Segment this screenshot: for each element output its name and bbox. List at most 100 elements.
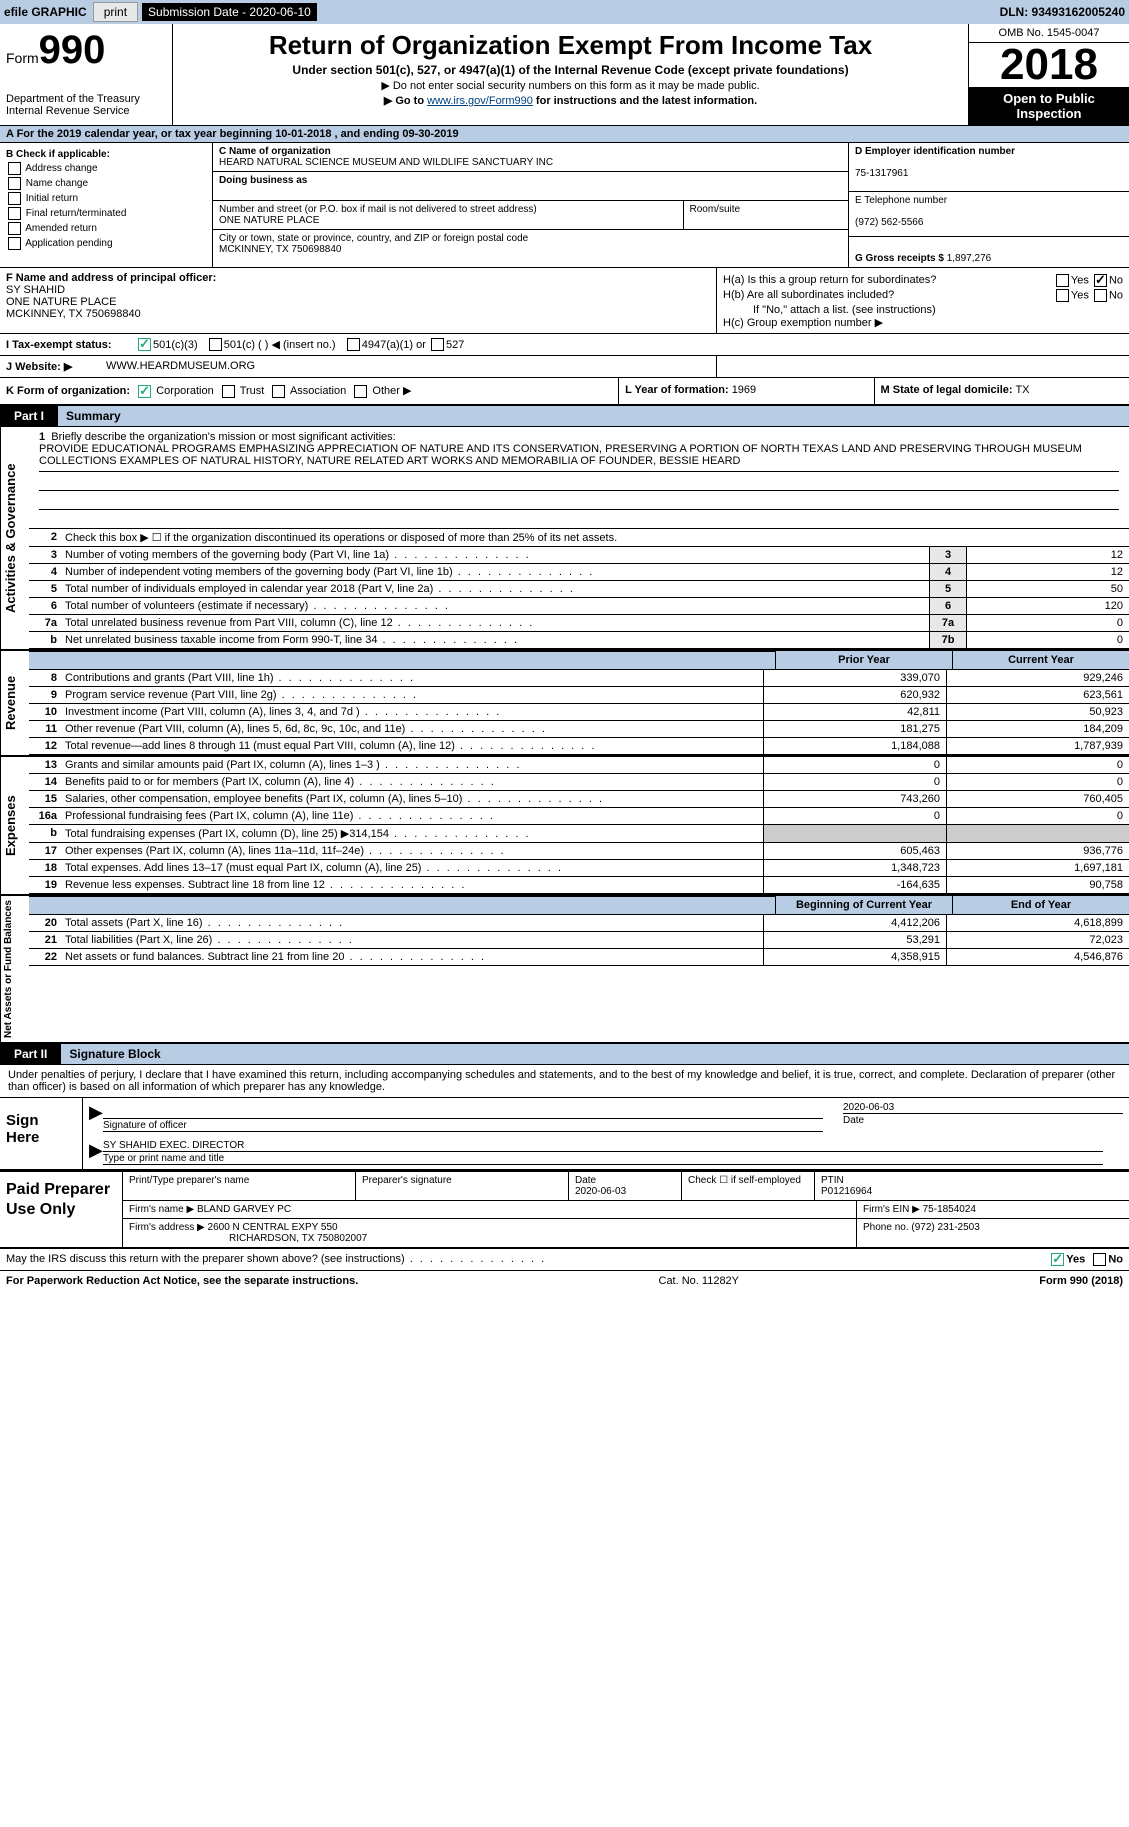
firm-phone-label: Phone no. <box>863 1222 909 1233</box>
fin-row: 15Salaries, other compensation, employee… <box>29 791 1129 808</box>
part-2-tab: Part II <box>0 1044 61 1064</box>
opt-501c3: 501(c)(3) <box>153 339 198 351</box>
section-governance: Activities & Governance 1 Briefly descri… <box>0 427 1129 651</box>
no-label: No <box>1108 1253 1123 1265</box>
cb-discuss-no[interactable] <box>1093 1253 1106 1266</box>
org-name-value: HEARD NATURAL SCIENCE MUSEUM AND WILDLIF… <box>219 157 553 168</box>
discuss-question: May the IRS discuss this return with the… <box>6 1253 546 1265</box>
street-label: Number and street (or P.O. box if mail i… <box>219 204 537 215</box>
irs-link[interactable]: www.irs.gov/Form990 <box>427 95 533 107</box>
yes-label: Yes <box>1071 289 1089 301</box>
officer-name: SY SHAHID <box>6 284 65 296</box>
fin-row: 17Other expenses (Part IX, column (A), l… <box>29 843 1129 860</box>
sig-line-1: ▶ Signature of officer 2020-06-03 Date <box>83 1098 1129 1136</box>
cb-address-change[interactable]: Address change <box>6 162 206 175</box>
h-a-answers: Yes No <box>1054 274 1123 287</box>
dept-label: Department of the Treasury Internal Reve… <box>6 93 166 117</box>
prep-sig-label: Preparer's signature <box>356 1172 569 1200</box>
prior-year-header: Prior Year <box>775 651 952 669</box>
cb-amended-return[interactable]: Amended return <box>6 222 206 235</box>
box-g: G Gross receipts $ 1,897,276 <box>849 237 1129 267</box>
expenses-body: 13Grants and similar amounts paid (Part … <box>29 757 1129 894</box>
print-button[interactable]: print <box>93 2 138 22</box>
cb-501c3[interactable] <box>138 338 151 351</box>
cb-corp[interactable] <box>138 385 151 398</box>
officer-addr2: MCKINNEY, TX 750698840 <box>6 308 141 320</box>
row-k-l-m: K Form of organization: Corporation Trus… <box>0 378 1129 406</box>
city-label: City or town, state or province, country… <box>219 233 528 244</box>
section-expenses: Expenses 13Grants and similar amounts pa… <box>0 757 1129 896</box>
opt-4947: 4947(a)(1) or <box>362 339 426 351</box>
header-middle: Return of Organization Exempt From Incom… <box>173 24 968 125</box>
gov-row: 7aTotal unrelated business revenue from … <box>29 615 1129 632</box>
cb-4947[interactable] <box>347 338 360 351</box>
sig-declaration: Under penalties of perjury, I declare th… <box>0 1065 1129 1097</box>
cb-name-change[interactable]: Name change <box>6 177 206 190</box>
dln-label: DLN: 93493162005240 <box>1000 5 1125 19</box>
signature-block: Under penalties of perjury, I declare th… <box>0 1065 1129 1171</box>
form-prefix: Form <box>6 50 39 66</box>
firm-addr2: RICHARDSON, TX 750802007 <box>229 1233 367 1244</box>
box-h: H(a) Is this a group return for subordin… <box>717 268 1129 333</box>
firm-ein-cell: Firm's EIN ▶ 75-1854024 <box>857 1201 1129 1218</box>
firm-label: Firm's name ▶ <box>129 1204 194 1215</box>
cb-final-return[interactable]: Final return/terminated <box>6 207 206 220</box>
cb-527[interactable] <box>431 338 444 351</box>
section-b-to-g: B Check if applicable: Address change Na… <box>0 143 1129 268</box>
net-col-header: Beginning of Current Year End of Year <box>29 896 1129 915</box>
room-label: Room/suite <box>690 204 741 215</box>
section-f-h: F Name and address of principal officer:… <box>0 268 1129 334</box>
sig-fields: ▶ Signature of officer 2020-06-03 Date ▶… <box>83 1098 1129 1169</box>
opt-assoc: Association <box>290 385 346 397</box>
no-label: No <box>1109 289 1123 301</box>
opt-trust: Trust <box>240 385 265 397</box>
part-2-title: Signature Block <box>61 1044 1129 1064</box>
submission-date: Submission Date - 2020-06-10 <box>142 3 317 21</box>
cb-initial-return[interactable]: Initial return <box>6 192 206 205</box>
cb-label: Amended return <box>25 223 97 234</box>
officer-sig-field[interactable]: Signature of officer <box>103 1102 823 1132</box>
sig-row: Sign Here ▶ Signature of officer 2020-06… <box>0 1097 1129 1169</box>
prep-date-label: Date <box>575 1175 596 1186</box>
prep-date-value: 2020-06-03 <box>575 1186 626 1197</box>
fin-row: 18Total expenses. Add lines 13–17 (must … <box>29 860 1129 877</box>
open-to-public: Open to Public Inspection <box>969 87 1129 125</box>
gross-label: G Gross receipts $ <box>855 253 944 264</box>
yes-label: Yes <box>1071 274 1089 286</box>
h-a-label: H(a) Is this a group return for subordin… <box>723 274 936 287</box>
cb-app-pending[interactable]: Application pending <box>6 237 206 250</box>
sig-line-2: ▶ SY SHAHID EXEC. DIRECTOR Type or print… <box>83 1136 1129 1169</box>
gross-value: 1,897,276 <box>947 253 992 264</box>
firm-name-cell: Firm's name ▶ BLAND GARVEY PC <box>123 1201 857 1218</box>
top-bar: efile GRAPHIC print Submission Date - 20… <box>0 0 1129 24</box>
efile-label: efile GRAPHIC <box>4 5 87 19</box>
arrow-icon: ▶ <box>89 1140 103 1165</box>
firm-ein-value: 75-1854024 <box>923 1204 976 1215</box>
cb-501c[interactable] <box>209 338 222 351</box>
box-f: F Name and address of principal officer:… <box>0 268 717 333</box>
cb-discuss-yes[interactable] <box>1051 1253 1064 1266</box>
h-a-row: H(a) Is this a group return for subordin… <box>723 274 1123 287</box>
officer-typed-name: SY SHAHID EXEC. DIRECTOR <box>103 1140 244 1151</box>
revenue-col-header: Prior Year Current Year <box>29 651 1129 670</box>
firm-ein-label: Firm's EIN ▶ <box>863 1204 920 1215</box>
mission-text: PROVIDE EDUCATIONAL PROGRAMS EMPHASIZING… <box>39 443 1082 467</box>
cb-label: Initial return <box>26 193 78 204</box>
cb-assoc[interactable] <box>272 385 285 398</box>
prep-self-emp: Check ☐ if self-employed <box>682 1172 815 1200</box>
prep-ptin-cell: PTIN P01216964 <box>815 1172 1129 1200</box>
h-b-label: H(b) Are all subordinates included? <box>723 289 894 302</box>
cb-other[interactable] <box>354 385 367 398</box>
header-left: Form990 Department of the Treasury Inter… <box>0 24 173 125</box>
mission-num: 1 <box>39 431 45 443</box>
cb-trust[interactable] <box>222 385 235 398</box>
fin-row: 9Program service revenue (Part VIII, lin… <box>29 687 1129 704</box>
cb-label: Application pending <box>25 238 112 249</box>
discuss-answers: Yes No <box>1049 1253 1123 1266</box>
box-b: B Check if applicable: Address change Na… <box>0 143 213 267</box>
sig-sublabel: Signature of officer <box>103 1118 823 1131</box>
phone-value: (972) 562-5566 <box>855 217 923 228</box>
part-1-tab: Part I <box>0 406 58 426</box>
h-b-note: If "No," attach a list. (see instruction… <box>723 304 1123 316</box>
paid-preparer-block: Paid Preparer Use Only Print/Type prepar… <box>0 1171 1129 1249</box>
